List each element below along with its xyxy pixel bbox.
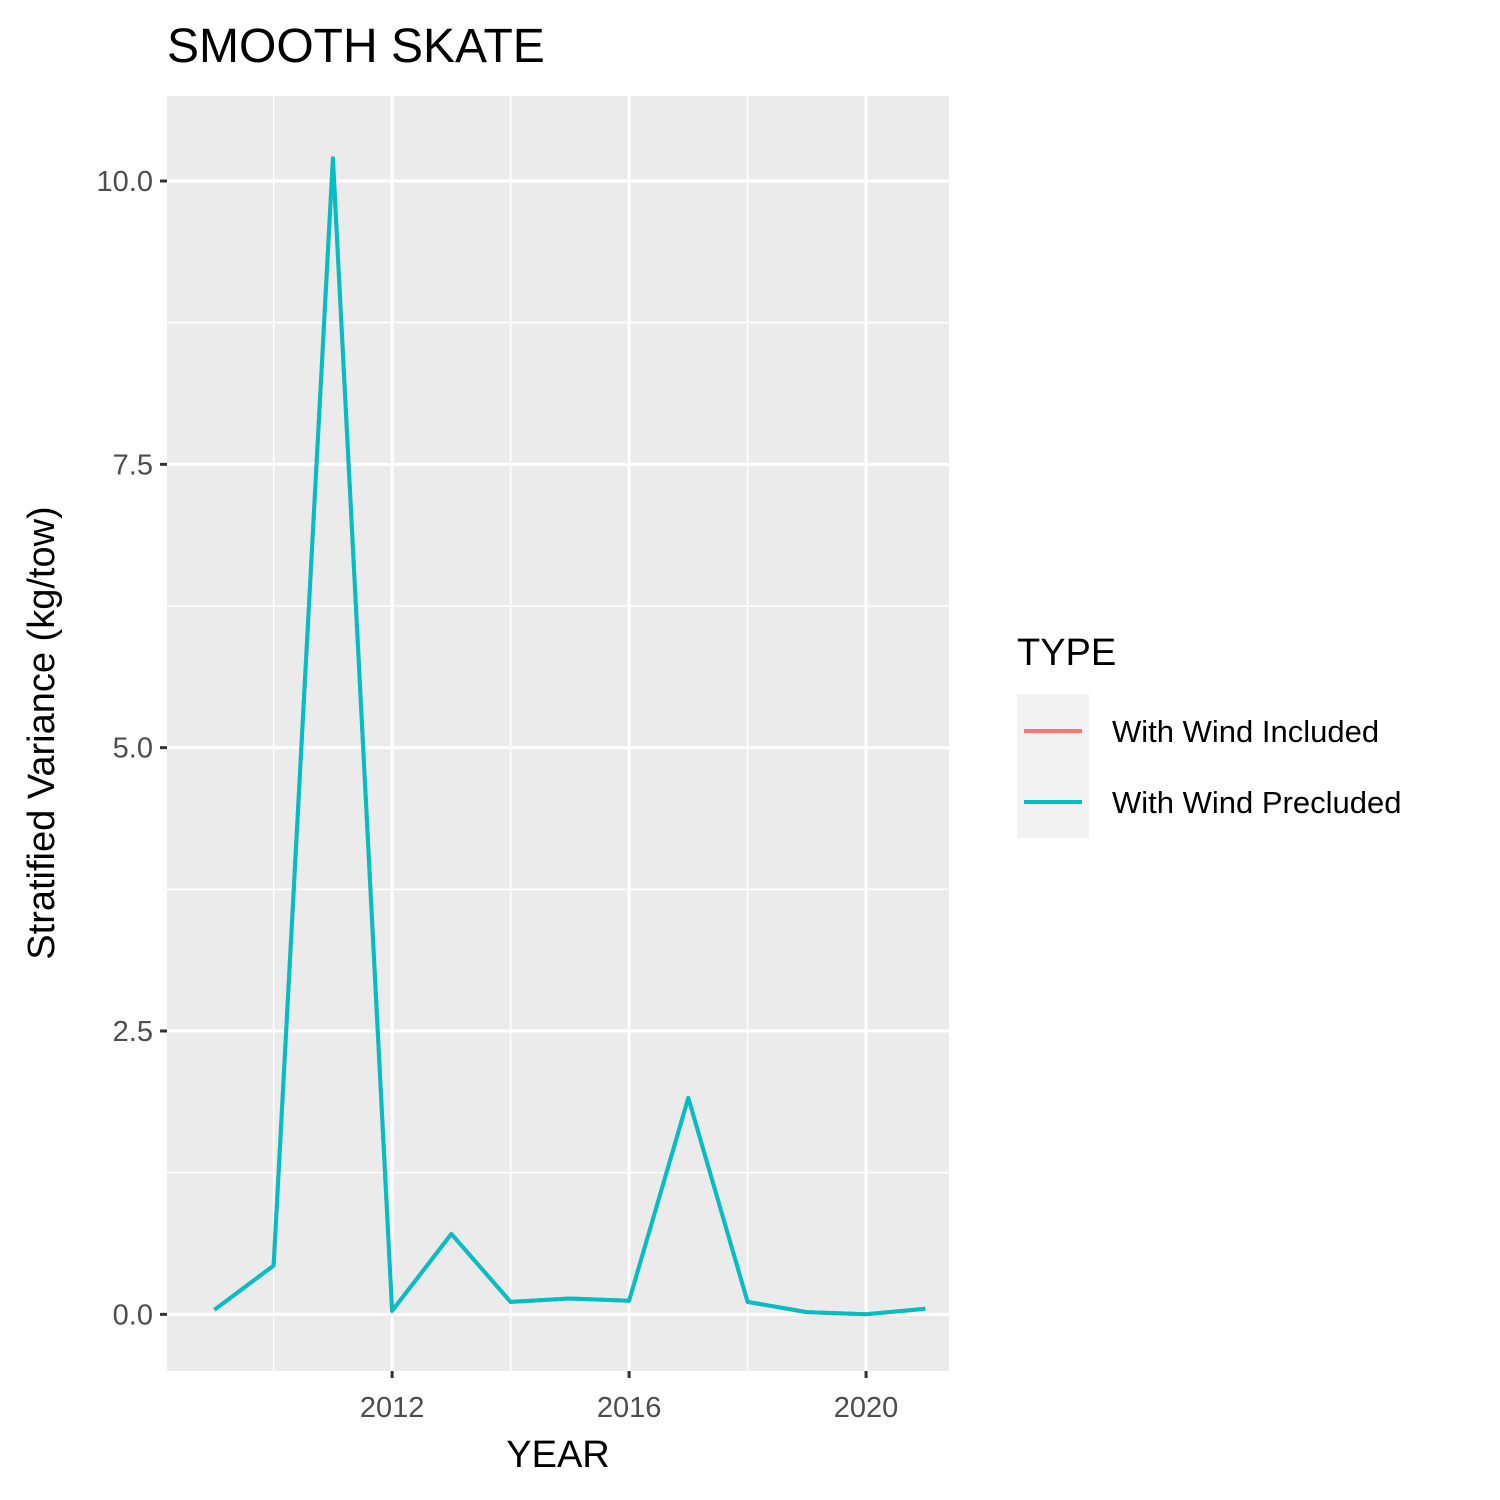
- legend-label-with-wind-precluded: With Wind Precluded: [1112, 785, 1401, 820]
- x-tick-label: 2012: [360, 1392, 425, 1424]
- y-tick-label: 0.0: [113, 1299, 153, 1331]
- legend-title: TYPE: [1017, 632, 1116, 674]
- plot-panel: [167, 96, 949, 1371]
- y-axis-title: Stratified Variance (kg/tow): [21, 506, 63, 959]
- y-tick-label: 10.0: [97, 166, 153, 198]
- y-axis: 0.0 2.5 5.0 7.5 10.0: [97, 166, 167, 1331]
- legend: TYPE With Wind Included With Wind Preclu…: [1017, 632, 1401, 838]
- x-tick-label: 2016: [597, 1392, 662, 1424]
- x-tick-label: 2020: [834, 1392, 899, 1424]
- series-line-with-wind-precluded: [213, 156, 926, 1317]
- chart-title: SMOOTH SKATE: [167, 20, 545, 73]
- x-axis: 2012 2016 2020: [360, 1371, 898, 1424]
- y-tick-label: 5.0: [113, 733, 153, 765]
- major-gridlines: [167, 96, 949, 1371]
- x-axis-title: YEAR: [506, 1434, 609, 1476]
- legend-label-with-wind-included: With Wind Included: [1112, 714, 1379, 749]
- legend-key-background: [1017, 694, 1089, 838]
- y-tick-label: 7.5: [113, 449, 153, 481]
- minor-gridlines: [167, 96, 949, 1371]
- y-tick-label: 2.5: [113, 1016, 153, 1048]
- series-lines: [213, 156, 926, 1317]
